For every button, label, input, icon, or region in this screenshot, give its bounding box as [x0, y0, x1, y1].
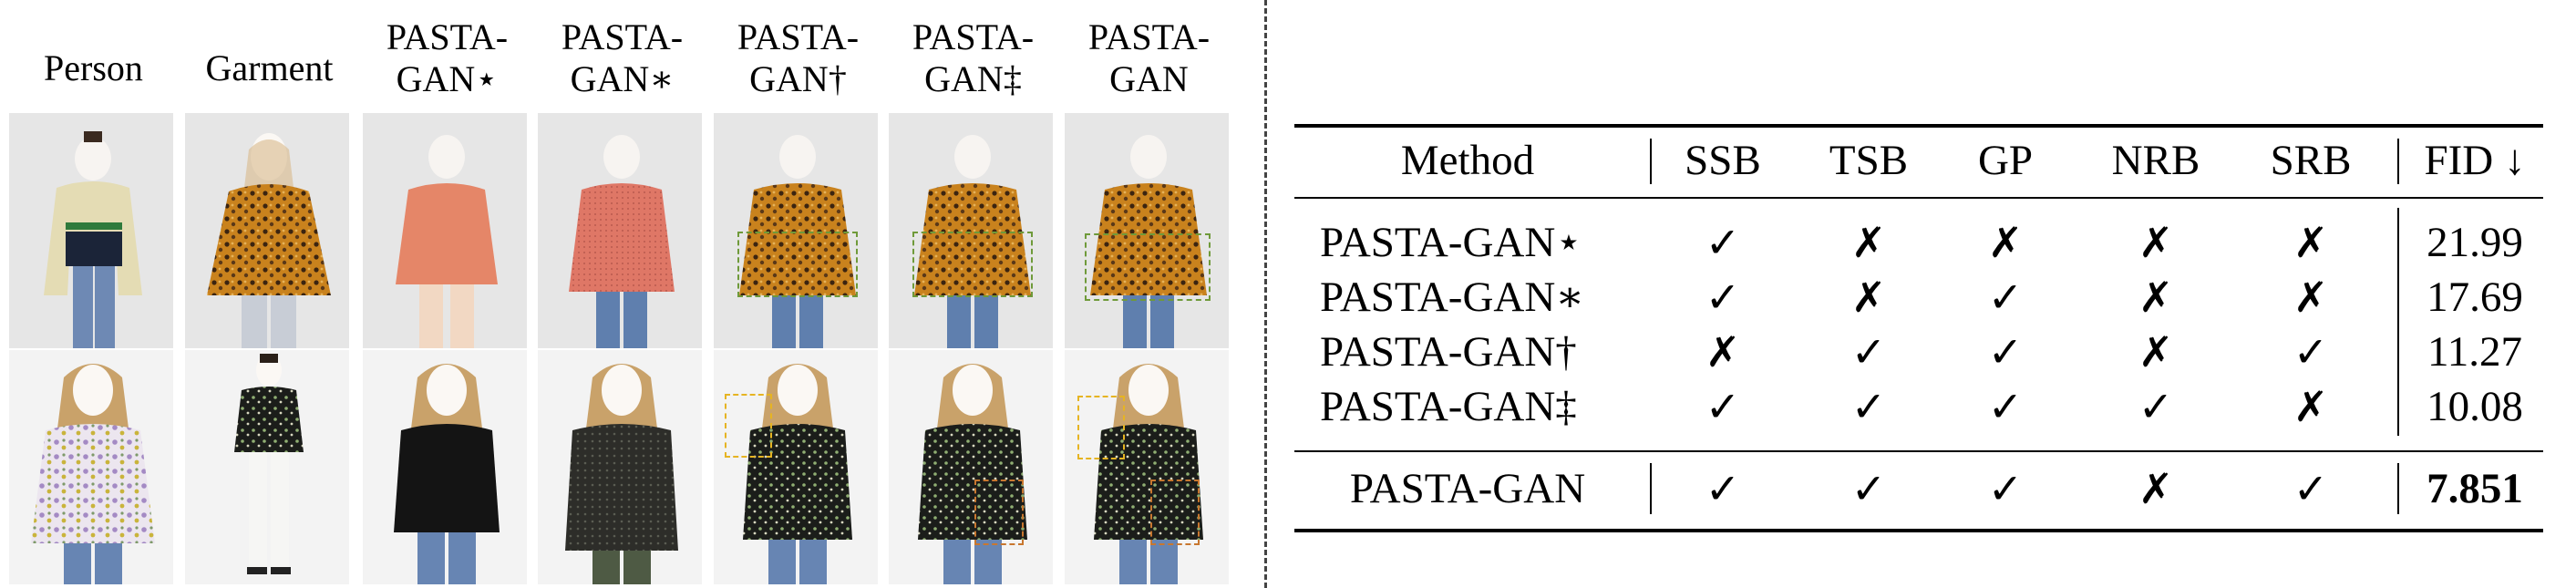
header-pasta-gan-star: PASTA- GAN⋆: [386, 16, 509, 99]
cell-srb: ✓: [2293, 464, 2329, 513]
highlight-box: [974, 480, 1024, 545]
photo-result-ddagger-row1: [889, 113, 1053, 348]
cell-fid: 17.69: [2427, 273, 2523, 321]
col-header-gp: GP: [1977, 137, 2034, 184]
mid-rule: [1294, 450, 2543, 452]
photo-result-dagger-row1: [714, 113, 878, 348]
cell-nrb: ✗: [2138, 327, 2174, 377]
row-method: PASTA-GAN∗: [1320, 273, 1585, 321]
bottom-rule: [1294, 529, 2543, 532]
row-method: PASTA-GAN⋆: [1320, 219, 1582, 266]
highlight-box: [912, 232, 1033, 297]
col-header-nrb: NRB: [2111, 137, 2200, 184]
cell-nrb: ✓: [2138, 382, 2174, 431]
cell-gp: ✓: [1987, 464, 2024, 513]
cell-srb: ✗: [2293, 382, 2329, 431]
col-header-srb: SRB: [2270, 137, 2352, 184]
row-method: PASTA-GAN†: [1320, 328, 1577, 376]
photo-result-ast-row1: [538, 113, 702, 348]
cell-nrb: ✗: [2138, 273, 2174, 322]
cell-ssb: ✓: [1705, 382, 1741, 431]
vline-before-fid: [2397, 208, 2399, 436]
photo-person-row1: [9, 113, 173, 348]
col-header-fid: FID ↓: [2424, 137, 2526, 184]
cell-gp: ✓: [1987, 382, 2024, 431]
vline-after-method: [1650, 463, 1652, 514]
row-method-final: PASTA-GAN: [1349, 465, 1586, 512]
photo-person-row2: [9, 350, 173, 584]
cell-tsb: ✓: [1850, 464, 1887, 513]
row-method: PASTA-GAN‡: [1320, 383, 1577, 430]
photo-result-star-row2: [363, 350, 527, 584]
cell-srb: ✓: [2293, 327, 2329, 377]
cell-fid: 21.99: [2427, 219, 2523, 266]
header-pasta-gan-ddagger: PASTA- GAN‡: [912, 16, 1035, 99]
col-header-ssb: SSB: [1685, 137, 1761, 184]
cell-tsb: ✗: [1850, 273, 1887, 322]
cell-nrb: ✗: [2138, 218, 2174, 267]
photo-result-dagger-row2: [714, 350, 878, 584]
photo-result-ddagger-row2: [889, 350, 1053, 584]
cell-fid-best: 7.851: [2427, 465, 2523, 512]
header-rule: [1294, 197, 2543, 199]
cell-tsb: ✓: [1850, 382, 1887, 431]
cell-gp: ✓: [1987, 273, 2024, 322]
cell-ssb: ✓: [1705, 464, 1741, 513]
photo-result-ast-row2: [538, 350, 702, 584]
header-garment: Garment: [205, 47, 334, 88]
photo-result-star-row1: [363, 113, 527, 348]
highlight-box: [737, 232, 858, 297]
highlight-box: [1150, 480, 1200, 545]
header-pasta-gan-ast: PASTA- GAN∗: [561, 16, 684, 99]
col-header-method: Method: [1400, 137, 1535, 184]
col-header-tsb: TSB: [1829, 137, 1909, 184]
photo-result-final-row1: [1065, 113, 1229, 348]
cell-fid: 11.27: [2427, 328, 2522, 376]
header-person: Person: [44, 47, 143, 88]
highlight-box: [1085, 233, 1211, 301]
vline-before-fid: [2397, 463, 2399, 514]
highlight-box: [1077, 396, 1125, 459]
top-rule: [1294, 124, 2543, 128]
cell-tsb: ✗: [1850, 218, 1887, 267]
vline-before-fid: [2397, 139, 2399, 184]
cell-gp: ✗: [1987, 218, 2024, 267]
cell-tsb: ✓: [1850, 327, 1887, 377]
vline-after-method: [1650, 139, 1652, 184]
cell-ssb: ✗: [1705, 327, 1741, 377]
cell-ssb: ✓: [1705, 273, 1741, 322]
cell-nrb: ✗: [2138, 464, 2174, 513]
cell-srb: ✗: [2293, 218, 2329, 267]
header-pasta-gan-dagger: PASTA- GAN†: [737, 16, 860, 99]
highlight-box: [725, 394, 772, 458]
header-pasta-gan: PASTA- GAN: [1087, 16, 1211, 99]
cell-fid: 10.08: [2427, 383, 2523, 430]
figure-divider: [1264, 0, 1267, 588]
cell-srb: ✗: [2293, 273, 2329, 322]
cell-gp: ✓: [1987, 327, 2024, 377]
photo-garment-row1: [185, 113, 349, 348]
photo-garment-row2: [185, 350, 349, 584]
cell-ssb: ✓: [1705, 218, 1741, 267]
photo-result-final-row2: [1065, 350, 1229, 584]
